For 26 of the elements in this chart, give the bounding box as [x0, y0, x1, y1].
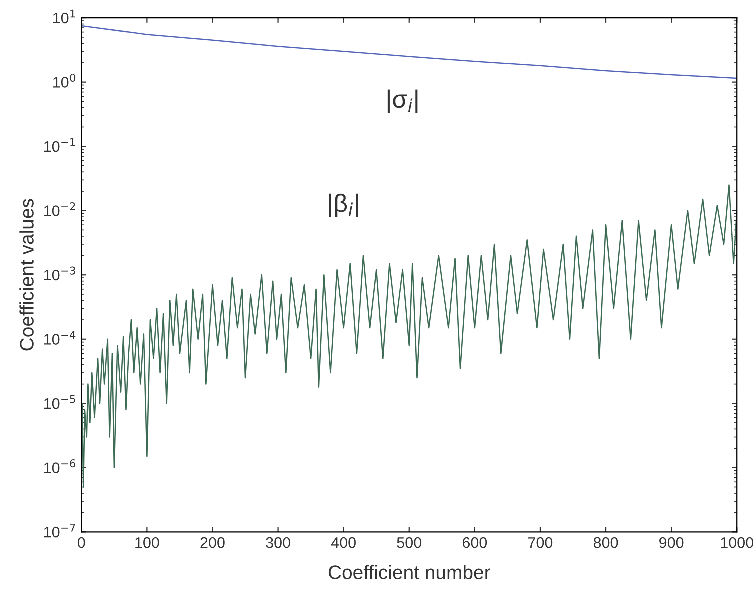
- y-axis-title: Coefficient values: [20, 199, 34, 351]
- y-tick-label: 10$^{−5}$: [44, 395, 76, 410]
- y-tick-label: 10$^{−4}$: [44, 331, 76, 345]
- y-tick-label: 10$^{−2}$: [44, 202, 76, 216]
- x-tick-label: 100: [136, 537, 160, 548]
- series-label: |β$_{i}$|: [329, 194, 358, 218]
- line-series: [82, 25, 738, 80]
- y-tick-label: 10$^{−3}$: [44, 266, 76, 281]
- x-tick-label: 900: [660, 537, 684, 548]
- x-tick-label: 200: [200, 537, 225, 548]
- y-tick-label: 10$^{1}$: [54, 10, 76, 24]
- series-label: |σ$_{i}$|: [388, 90, 418, 114]
- y-tick-label: 10$^{0}$: [54, 74, 76, 88]
- x-tick-label: 500: [397, 537, 422, 548]
- y-tick-label: 10$^{−6}$: [44, 460, 76, 474]
- y-tick-label: 10$^{−7}$: [44, 524, 76, 538]
- line-series: [82, 184, 738, 488]
- x-tick-label: 800: [594, 537, 618, 548]
- x-tick-label: 300: [266, 537, 290, 548]
- x-tick-label: 1000: [721, 537, 754, 548]
- x-tick-label: 400: [331, 537, 356, 548]
- x-tick-label: 600: [462, 537, 488, 548]
- y-tick-label: 10$^{−1}$: [44, 138, 76, 152]
- x-tick-label: 700: [528, 537, 553, 548]
- x-axis-title: Coefficient number: [328, 565, 490, 580]
- x-tick-label: 0: [78, 537, 86, 548]
